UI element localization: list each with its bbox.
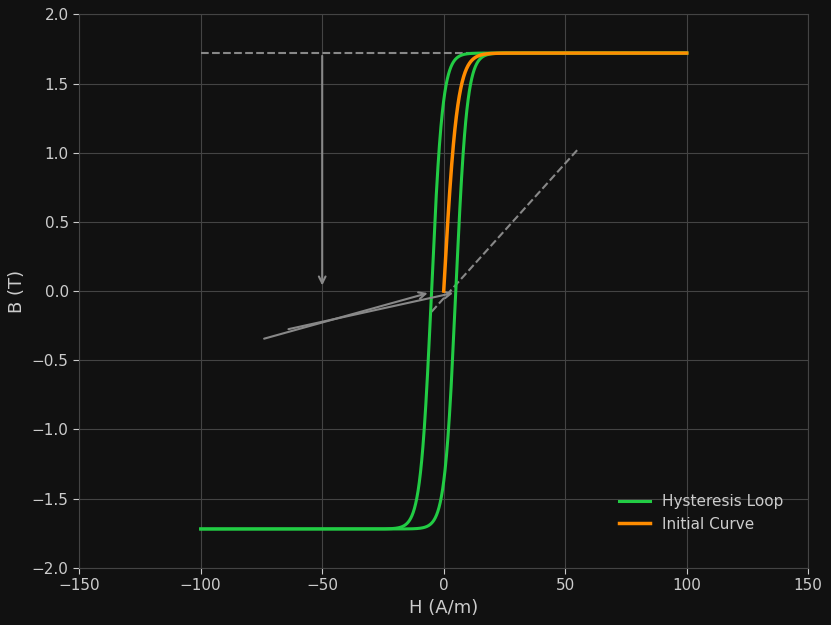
Y-axis label: B (T): B (T): [8, 269, 27, 312]
X-axis label: H (A/m): H (A/m): [409, 599, 479, 617]
Legend: Hysteresis Loop, Initial Curve: Hysteresis Loop, Initial Curve: [613, 488, 789, 538]
